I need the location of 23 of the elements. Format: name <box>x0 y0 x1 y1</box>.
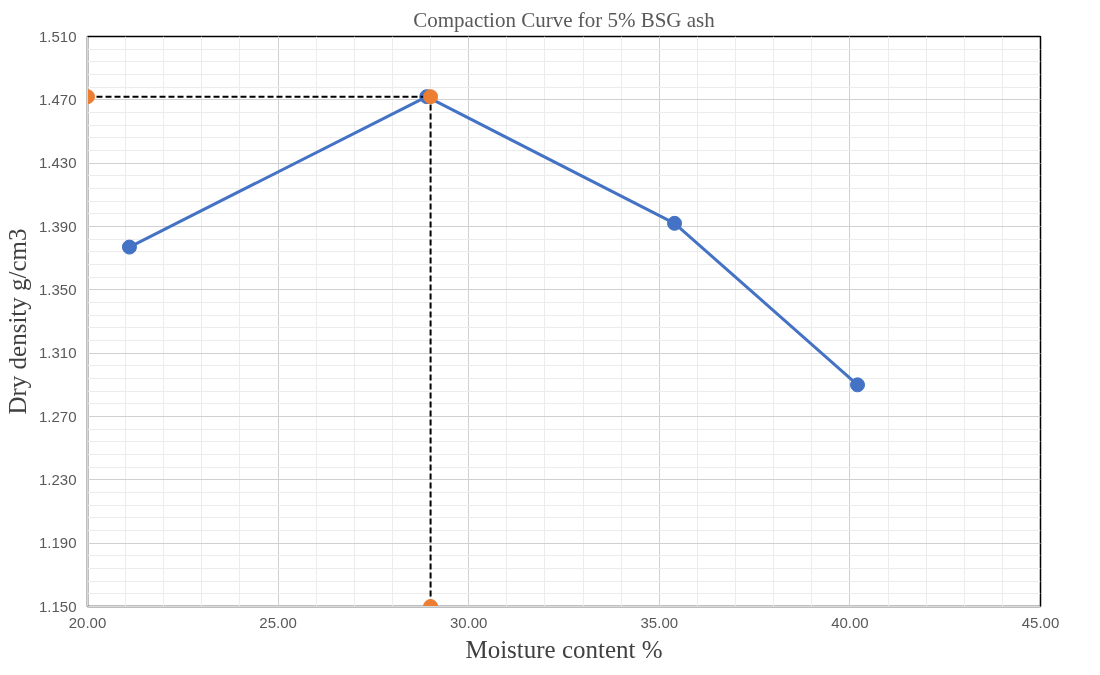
y-tick-label: 1.310 <box>38 344 77 362</box>
x-tick-label: 35.00 <box>640 613 679 631</box>
x-tick-label: 45.00 <box>1021 613 1060 631</box>
y-tick-label: 1.270 <box>38 407 77 425</box>
chart-title: Compaction Curve for 5% BSG ash <box>413 7 716 32</box>
y-tick-label: 1.190 <box>38 534 77 552</box>
y-tick-label: 1.390 <box>38 217 77 235</box>
x-tick-label: 20.00 <box>68 613 107 631</box>
point <box>850 377 866 393</box>
point <box>667 215 683 231</box>
x-axis-title: Moisture content % <box>465 635 663 663</box>
y-tick-label: 1.230 <box>38 470 77 488</box>
y-tick-label: 1.150 <box>38 597 77 615</box>
y-tick-label: 1.510 <box>38 27 77 45</box>
y-tick-label: 1.350 <box>38 280 77 298</box>
x-tick-label: 40.00 <box>831 613 869 631</box>
y-tick-label: 1.430 <box>38 154 77 172</box>
point <box>423 89 439 105</box>
y-tick-label: 1.470 <box>38 90 77 108</box>
point <box>121 239 137 255</box>
y-axis-title: Dry density g/cm3 <box>3 228 31 415</box>
x-tick-label: 25.00 <box>259 613 297 631</box>
x-tick-label: 30.00 <box>449 613 488 631</box>
